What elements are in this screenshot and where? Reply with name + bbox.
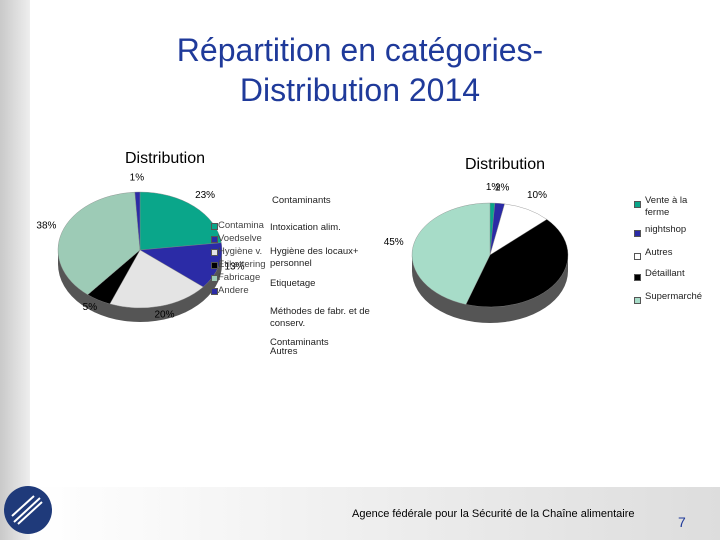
legend-swatch: [211, 223, 218, 230]
side-bar: [0, 0, 30, 540]
legend-label: nightshop: [645, 224, 687, 235]
legend-label: Hygiène des locaux+ personnel: [270, 246, 370, 270]
legend-swatch: [211, 236, 218, 243]
legend-label: Intoxication alim.: [270, 222, 370, 234]
legend-label: Supermarché: [645, 291, 703, 302]
data-label: 5%: [83, 302, 98, 313]
data-label: 13%: [224, 261, 244, 272]
legend-label: Méthodes de fabr. et de conserv.: [270, 306, 370, 330]
pie-slice: [411, 202, 491, 305]
legend-label: Contaminants: [270, 337, 329, 348]
legend-overlay: Etikettering: [218, 259, 266, 270]
chart-title: Distribution: [125, 150, 206, 167]
data-label: 20%: [154, 309, 174, 320]
legend-swatch: [634, 201, 641, 208]
legend-overlay: Voedselve: [218, 233, 262, 244]
pie-slice: [465, 219, 569, 308]
pie-slice: [57, 191, 141, 295]
legend-overlay: Contamina: [218, 220, 264, 231]
title-line: Répartition en catégories-: [176, 32, 544, 68]
legend-label: Vente à la ferme: [645, 195, 688, 218]
legend-title: Contaminants: [272, 195, 331, 206]
legend-label: Autres: [645, 247, 673, 258]
data-label: 1%: [486, 182, 501, 193]
pie-slice: [134, 191, 141, 251]
legend-swatch: [634, 274, 641, 281]
data-label: 23%: [195, 190, 215, 201]
chart-title: Distribution: [465, 156, 546, 173]
legend-overlay: Hygiène v.: [218, 246, 263, 257]
data-label: 45%: [384, 237, 404, 248]
legend-swatch: [634, 253, 641, 260]
legend-swatch: [634, 230, 641, 237]
legend-overlay: Fabricage: [218, 272, 261, 283]
legend-label: Autres: [270, 346, 370, 358]
legend-swatch: [211, 262, 218, 269]
data-label: 38%: [36, 220, 56, 231]
title-line: Distribution 2014: [239, 72, 481, 108]
data-label: 2%: [495, 183, 510, 194]
bottom-band: [30, 487, 720, 540]
legend-overlay: Andere: [218, 285, 249, 296]
page-number: 7: [678, 514, 686, 530]
pie-slice: [139, 242, 223, 288]
data-label: 1%: [130, 172, 145, 183]
legend-label: Détaillant: [645, 268, 685, 279]
legend-swatch: [211, 288, 218, 295]
data-label: 10%: [527, 190, 547, 201]
pie-slice: [109, 249, 204, 309]
logo: [4, 486, 52, 534]
pie-slice: [139, 191, 222, 251]
footer: Agence fédérale pour la Sécurité de la C…: [352, 508, 635, 520]
legend-swatch: [634, 297, 641, 304]
legend-swatch: [211, 249, 218, 256]
legend-swatch: [211, 275, 218, 282]
legend-label: Etiquetage: [270, 278, 370, 290]
